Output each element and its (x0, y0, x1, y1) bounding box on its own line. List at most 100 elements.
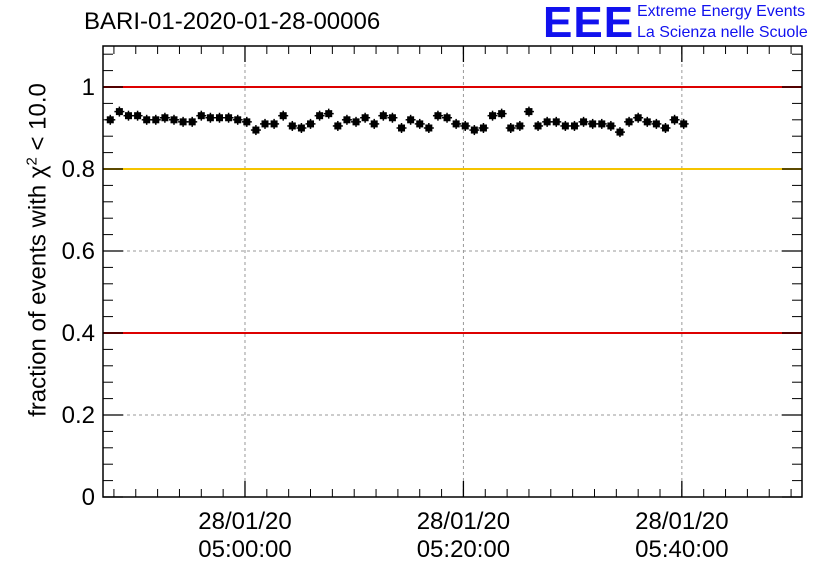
data-point-marker (180, 118, 187, 125)
data-point (515, 121, 525, 131)
data-point-marker (662, 125, 669, 132)
data-point (497, 109, 507, 119)
data-point (670, 115, 680, 125)
data-point (551, 117, 561, 127)
data-point-marker (571, 122, 578, 129)
data-point (233, 115, 243, 125)
data-point (569, 121, 579, 131)
data-point (178, 117, 188, 127)
data-point-marker (544, 118, 551, 125)
data-point (260, 119, 270, 129)
data-point-marker (198, 112, 205, 119)
data-point-marker (207, 114, 214, 121)
data-point (205, 113, 215, 123)
data-point-marker (362, 114, 369, 121)
data-point-marker (553, 118, 560, 125)
data-point (306, 119, 316, 129)
data-point-marker (398, 125, 405, 132)
data-point-marker (289, 122, 296, 129)
data-point-marker (562, 122, 569, 129)
data-point-marker (671, 116, 678, 123)
x-tick-label-date: 28/01/20 (635, 508, 728, 535)
data-point (442, 113, 452, 123)
data-point (123, 111, 133, 121)
data-point-marker (262, 120, 269, 127)
logo-text-line1: Extreme Energy Events (637, 3, 805, 21)
data-point-marker (453, 120, 460, 127)
data-point-marker (407, 116, 414, 123)
data-point-marker (680, 120, 687, 127)
data-point (360, 113, 370, 123)
grid-layer (103, 46, 802, 497)
data-point (215, 113, 225, 123)
y-tick-label: 0 (82, 484, 95, 511)
x-tick-label-date: 28/01/20 (417, 508, 510, 535)
y-tick-label: 0.6 (62, 238, 95, 265)
data-point-marker (125, 112, 132, 119)
data-point-marker (498, 110, 505, 117)
data-point-marker (116, 108, 123, 115)
data-point (533, 121, 543, 131)
data-point-marker (353, 118, 360, 125)
data-point (478, 123, 488, 133)
data-point-marker (416, 120, 423, 127)
y-axis-label-sup: 2 (24, 157, 41, 165)
data-point (451, 119, 461, 129)
data-point-marker (525, 108, 532, 115)
data-point (615, 127, 625, 137)
data-point-marker (216, 114, 223, 121)
data-point-marker (189, 118, 196, 125)
data-point-marker (589, 120, 596, 127)
data-point (151, 115, 161, 125)
data-point (114, 107, 124, 117)
data-point-marker (471, 127, 478, 134)
x-tick-label-time: 05:40:00 (635, 536, 728, 563)
axis-ticks (103, 46, 802, 497)
data-point (160, 113, 170, 123)
data-point (406, 115, 416, 125)
data-point-marker (280, 112, 287, 119)
data-point-marker (644, 118, 651, 125)
data-point (397, 123, 407, 133)
data-point (287, 121, 297, 131)
data-point-marker (371, 120, 378, 127)
data-points (105, 107, 688, 138)
data-point (269, 119, 279, 129)
data-point-marker (489, 112, 496, 119)
eee-logo: EEE Extreme Energy Events La Scienza nel… (543, 0, 833, 48)
data-point (224, 113, 234, 123)
data-point-marker (580, 118, 587, 125)
logo-mark: EEE (543, 0, 634, 46)
data-point (642, 117, 652, 127)
data-point-marker (535, 122, 542, 129)
data-point-marker (653, 120, 660, 127)
y-axis-label-text: fraction of events with χ2 < 10.0 (24, 83, 53, 417)
data-point-marker (444, 114, 451, 121)
data-point-marker (225, 114, 232, 121)
data-point (351, 117, 361, 127)
data-point (579, 117, 589, 127)
x-tick-label-time: 05:00:00 (198, 536, 291, 563)
data-point-marker (307, 120, 314, 127)
plot-frame (103, 46, 802, 497)
data-point-marker (152, 116, 159, 123)
y-tick-labels: 0 0.2 0.4 0.6 0.8 1 (62, 74, 95, 511)
logo-text-line2: La Scienza nelle Scuole (637, 24, 808, 42)
data-point (424, 123, 434, 133)
data-point (315, 111, 325, 121)
data-point-marker (480, 125, 487, 132)
data-point-marker (626, 118, 633, 125)
data-point (133, 111, 143, 121)
data-point (433, 111, 443, 121)
data-point (660, 123, 670, 133)
data-point (333, 121, 343, 131)
x-tick-labels: 28/01/2005:00:0028/01/2005:20:0028/01/20… (198, 508, 728, 563)
data-point (142, 115, 152, 125)
data-point-marker (316, 112, 323, 119)
data-point-marker (507, 125, 514, 132)
x-tick-label-time: 05:20:00 (417, 536, 510, 563)
y-axis-label-prefix: fraction of events with (25, 178, 52, 417)
data-point (251, 125, 261, 135)
data-point-marker (298, 125, 305, 132)
